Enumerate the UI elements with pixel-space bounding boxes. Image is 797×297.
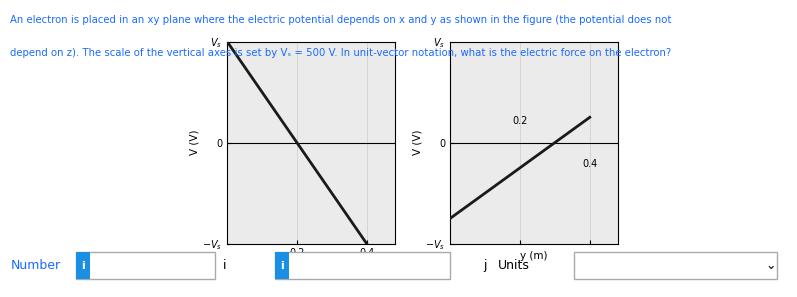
- Y-axis label: V (V): V (V): [190, 130, 199, 155]
- Text: Number: Number: [10, 259, 61, 272]
- Text: j: j: [484, 259, 487, 272]
- Y-axis label: V (V): V (V): [413, 130, 422, 155]
- Text: Units: Units: [498, 259, 530, 272]
- Text: i: i: [81, 261, 84, 271]
- Text: 0.2: 0.2: [512, 116, 528, 127]
- X-axis label: y (m): y (m): [520, 251, 548, 261]
- Text: An electron is placed in an xy plane where the electric potential depends on x a: An electron is placed in an xy plane whe…: [10, 15, 672, 25]
- Text: ⌄: ⌄: [765, 259, 776, 272]
- Text: depend on z). The scale of the vertical axes is set by Vₛ = 500 V. In unit-vecto: depend on z). The scale of the vertical …: [10, 48, 672, 58]
- Text: 0.4: 0.4: [582, 159, 598, 169]
- Text: i: i: [223, 259, 226, 272]
- Text: i: i: [281, 261, 284, 271]
- X-axis label: x (m): x (m): [297, 261, 324, 271]
